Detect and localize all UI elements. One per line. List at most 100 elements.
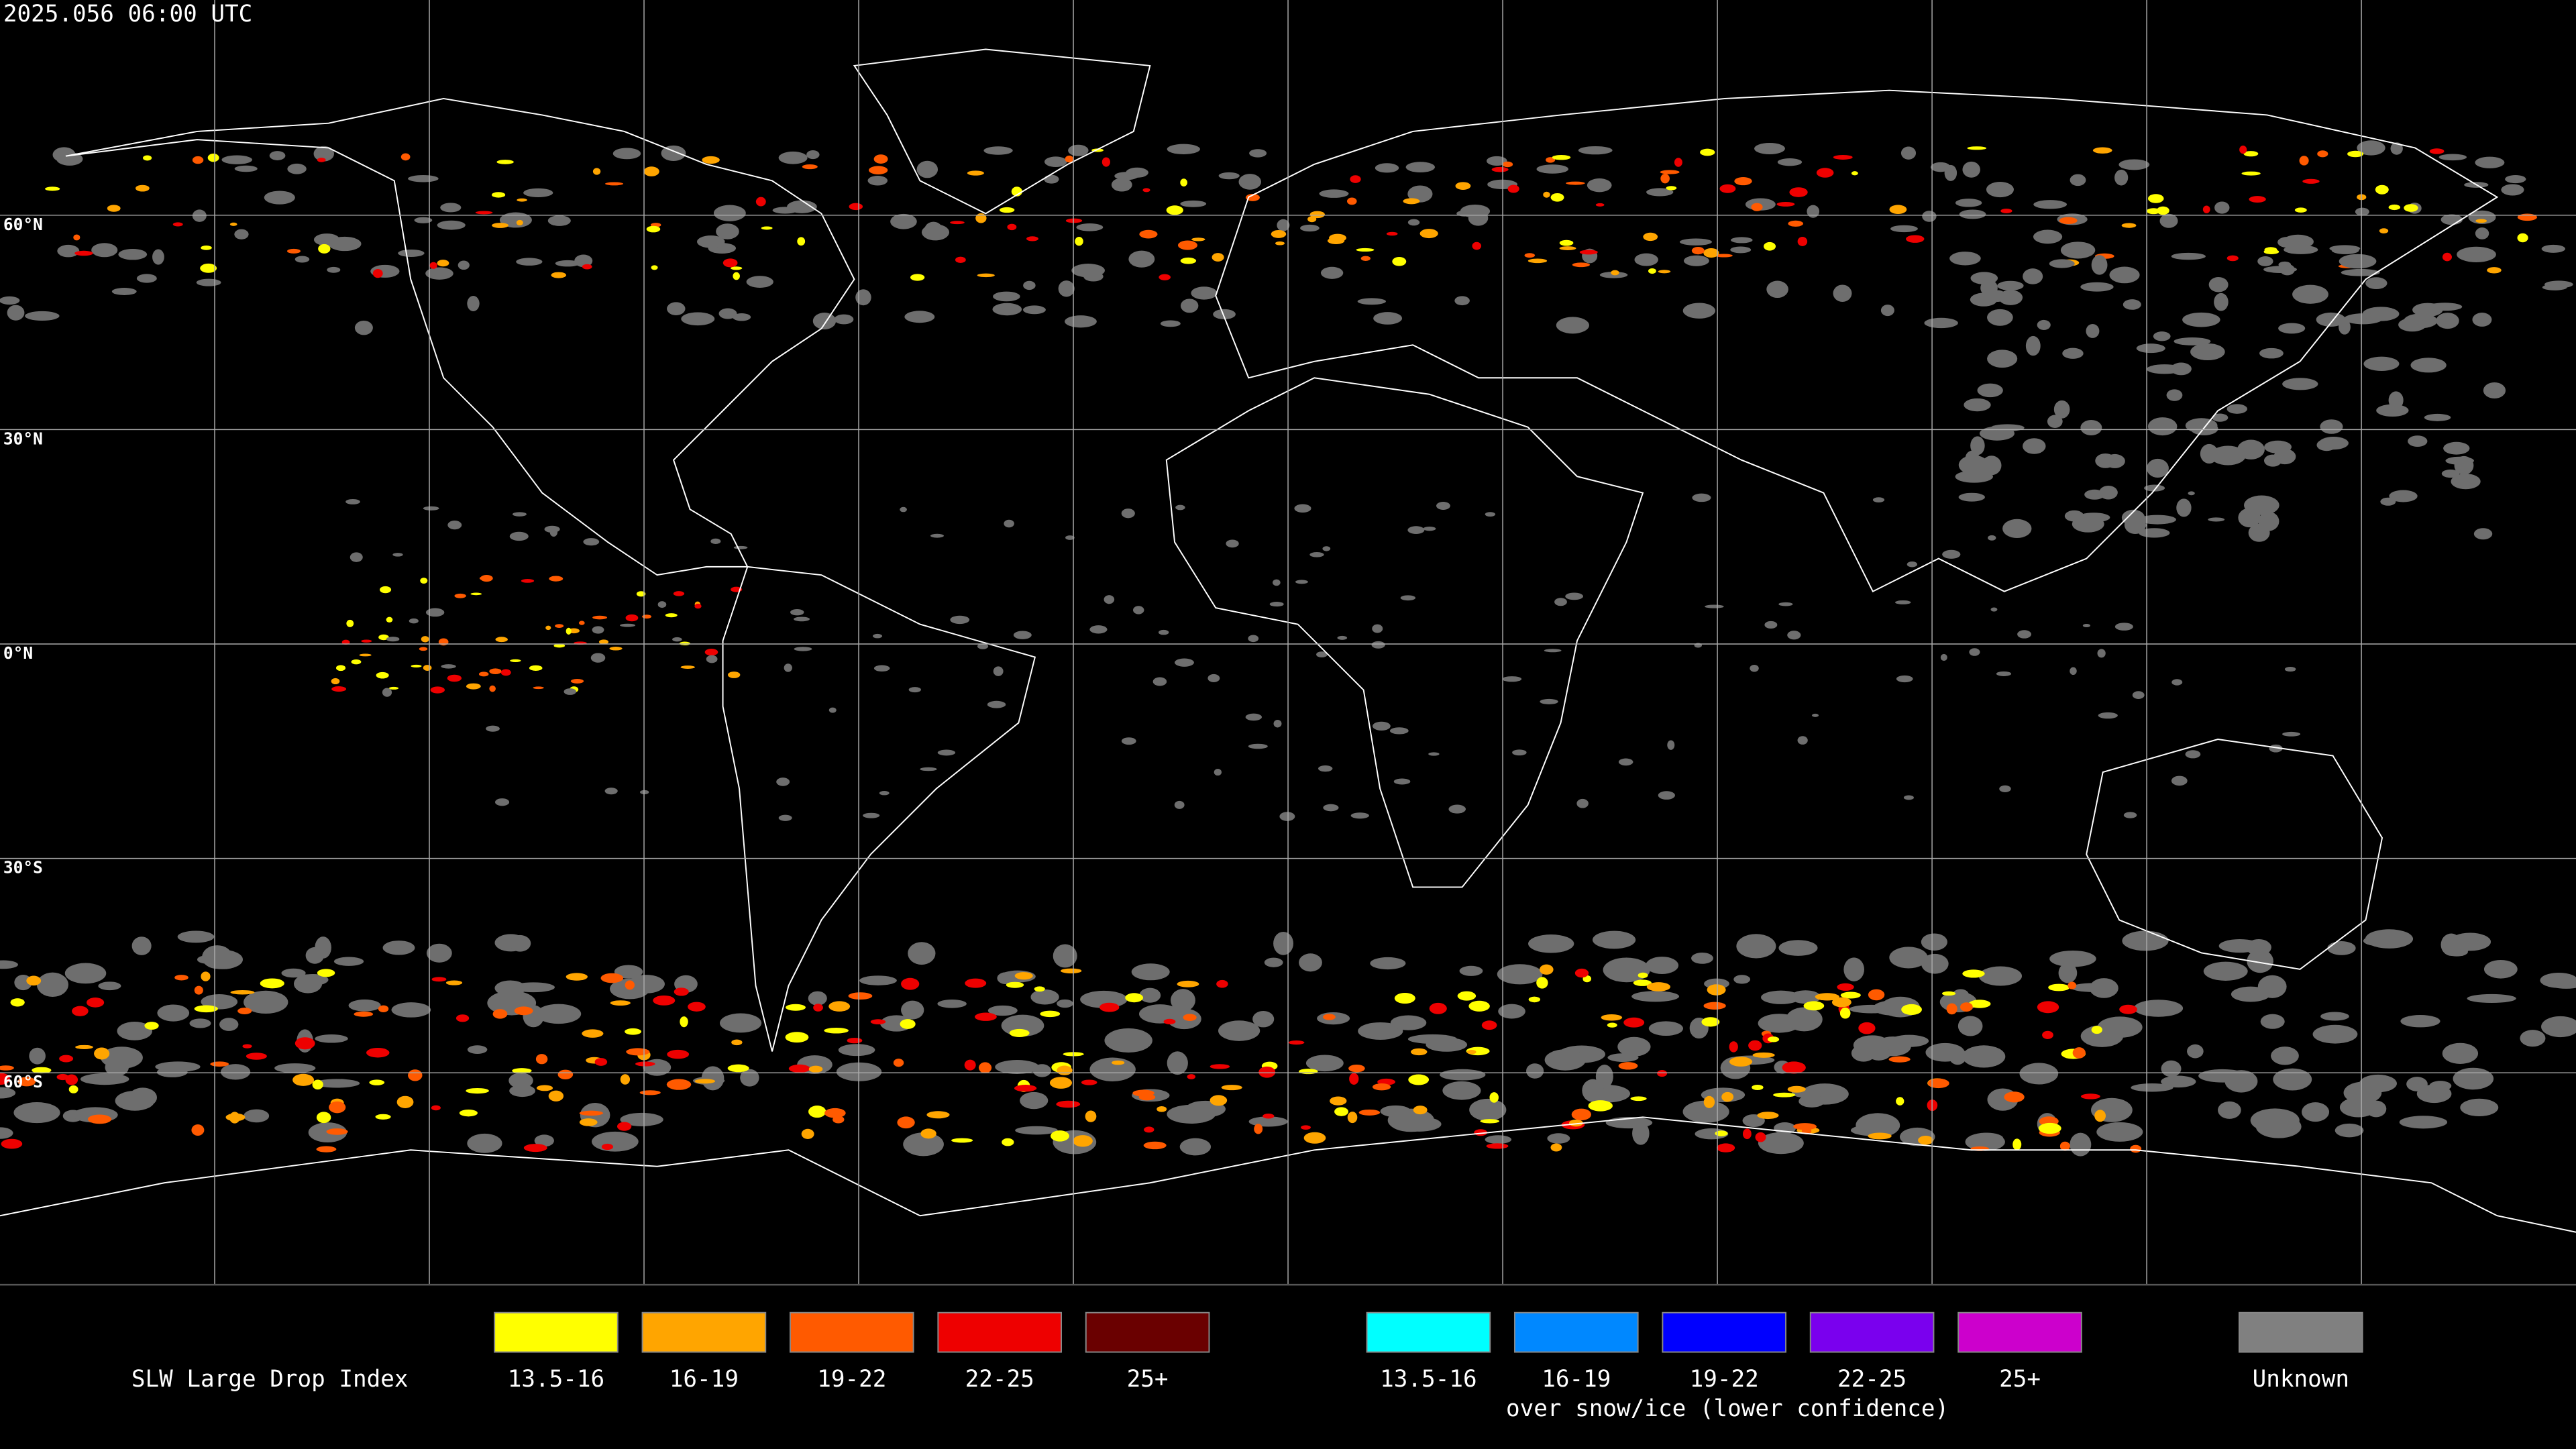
cloud-pixel	[1089, 625, 1108, 634]
cloud-pixel	[1085, 1110, 1097, 1122]
cloud-pixel	[620, 623, 636, 627]
cloud-pixel	[2241, 171, 2261, 176]
cloud-pixel	[0, 1065, 14, 1071]
cloud-pixel	[1752, 1052, 1775, 1058]
cloud-pixel	[2365, 277, 2387, 290]
cloud-pixel	[2517, 233, 2528, 243]
cloud-pixel	[1630, 1096, 1647, 1102]
cloud-pixel	[1177, 980, 1199, 987]
cloud-pixel	[1853, 1035, 1891, 1055]
cloud-pixel	[2023, 268, 2043, 284]
cloud-pixel	[430, 686, 445, 694]
cloud-pixel	[1715, 1130, 1728, 1136]
cloud-pixel	[2198, 1069, 2247, 1083]
cloud-pixel	[2171, 252, 2206, 260]
cloud-pixel	[553, 643, 566, 648]
cloud-pixel	[366, 1047, 390, 1058]
cloud-pixel	[72, 1006, 89, 1016]
cloud-pixel	[992, 303, 1022, 316]
cloud-pixel	[1428, 752, 1440, 756]
cloud-pixel	[326, 1128, 348, 1135]
cloud-pixel	[2133, 1000, 2184, 1017]
cloud-pixel	[2475, 156, 2505, 168]
cloud-pixel	[2457, 246, 2496, 262]
cloud-pixel	[1009, 1028, 1030, 1037]
cloud-pixel	[382, 688, 392, 697]
cloud-pixel	[639, 1090, 661, 1095]
cloud-pixel	[978, 1062, 992, 1073]
cloud-pixel	[513, 512, 527, 517]
cloud-pixel	[1731, 237, 1753, 244]
cloud-pixel	[2316, 312, 2346, 327]
cloud-pixel	[2284, 245, 2318, 254]
cloud-pixel	[2176, 498, 2192, 517]
cloud-pixel	[1489, 1092, 1499, 1103]
cloud-pixel	[1346, 197, 1357, 205]
cloud-pixel	[2424, 413, 2451, 421]
cloud-pixel	[419, 647, 428, 651]
cloud-pixel	[1896, 675, 1913, 683]
cloud-pixel	[1486, 156, 1507, 166]
cloud-pixel	[2243, 151, 2259, 157]
cloud-pixel	[2260, 1014, 2285, 1029]
cloud-pixel	[1408, 1074, 1430, 1085]
cloud-pixel	[694, 603, 702, 609]
cloud-pixel	[1962, 969, 1985, 978]
cloud-pixel	[1104, 595, 1115, 604]
cloud-pixel	[727, 672, 741, 678]
cloud-pixel	[1273, 931, 1293, 955]
cloud-pixel	[1868, 989, 1885, 1001]
cloud-pixel	[1083, 271, 1104, 282]
legend-label: 25+	[1999, 1366, 2041, 1393]
cloud-pixel	[1299, 953, 1322, 972]
cloud-pixel	[0, 1127, 13, 1139]
cloud-pixel	[1797, 236, 1808, 246]
cloud-pixel	[1927, 1078, 1949, 1089]
cloud-pixel	[1546, 157, 1556, 163]
cloud-pixel	[2218, 1101, 2241, 1119]
cloud-pixel	[1595, 203, 1605, 207]
cloud-pixel	[672, 637, 682, 642]
cloud-pixel	[1970, 436, 1985, 455]
cloud-pixel	[1125, 993, 1144, 1003]
cloud-pixel	[636, 591, 646, 597]
cloud-pixel	[2284, 666, 2296, 672]
cloud-pixel	[489, 668, 502, 675]
cloud-pixel	[2363, 934, 2410, 947]
cloud-pixel	[701, 1066, 724, 1091]
cloud-pixel	[1389, 727, 1409, 735]
coastlines	[0, 48, 2576, 1233]
cloud-pixel	[202, 945, 233, 969]
cloud-pixel	[0, 296, 20, 305]
cloud-pixel	[1349, 1073, 1359, 1085]
cloud-pixel	[29, 1047, 46, 1065]
cloud-pixel	[937, 1000, 967, 1008]
cloud-pixel	[1214, 769, 1222, 776]
cloud-pixel	[68, 1085, 78, 1093]
cloud-pixel	[335, 665, 346, 672]
cloud-pixel	[136, 274, 157, 283]
cloud-pixel	[610, 1000, 631, 1006]
latitude-label: 60°N	[3, 215, 43, 234]
cloud-pixel	[582, 264, 592, 270]
cloud-pixel	[2136, 343, 2165, 354]
cloud-pixel	[2379, 228, 2389, 233]
cloud-pixel	[1667, 740, 1675, 750]
cloud-pixel	[1407, 219, 1420, 226]
cloud-pixel	[1528, 996, 1541, 1003]
cloud-pixel	[316, 1112, 331, 1124]
cloud-pixel	[1002, 1138, 1014, 1146]
cloud-pixel	[437, 220, 466, 230]
cloud-pixel	[269, 151, 286, 160]
cloud-pixel	[1582, 1079, 1604, 1102]
cloud-pixel	[1065, 155, 1074, 163]
cloud-pixel	[369, 1079, 385, 1085]
cloud-pixel	[1603, 957, 1650, 983]
cloud-pixel	[1889, 205, 1907, 215]
cloud-pixel	[1143, 1141, 1167, 1150]
cloud-pixel	[808, 1065, 823, 1073]
cloud-pixel	[192, 209, 207, 222]
cloud-pixel	[1528, 934, 1574, 953]
cloud-pixel	[1502, 161, 1513, 168]
legend: SLW Large Drop Index 13.5-16 16-19 19-22 22-…	[131, 1311, 2363, 1422]
